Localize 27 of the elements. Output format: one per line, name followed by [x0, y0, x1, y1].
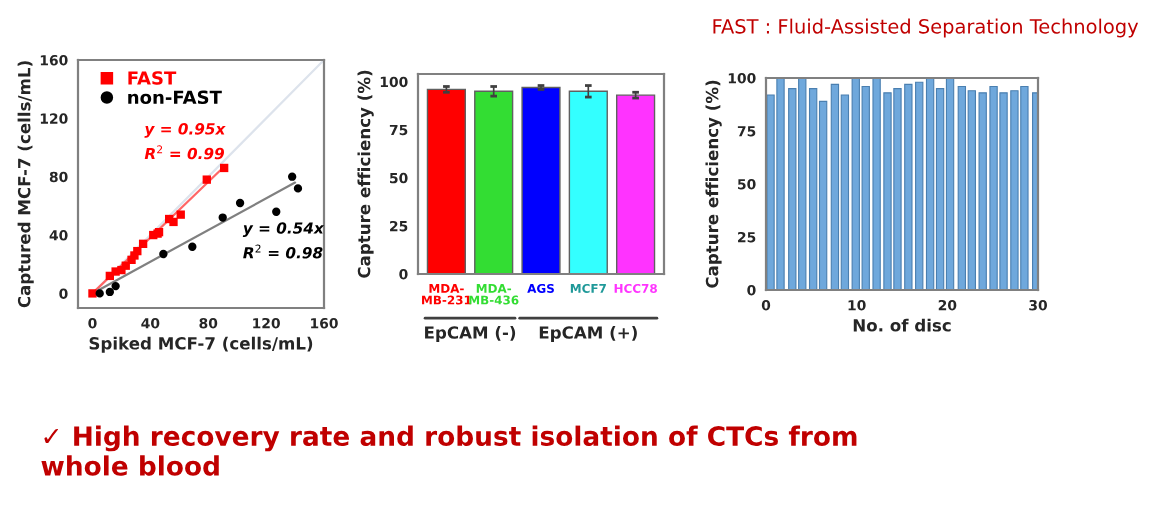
point	[219, 163, 229, 173]
text: EpCAM (+)	[539, 325, 637, 343]
point	[133, 246, 142, 256]
point	[138, 239, 148, 248]
point	[218, 213, 227, 222]
point	[288, 172, 297, 181]
text: ✓ High recovery rate and robust isolation of CTCs from whole blood	[41, 425, 857, 476]
text: FAST : Fluid-Assisted Separation Technology	[713, 18, 1139, 38]
point	[202, 175, 211, 184]
point	[111, 281, 120, 291]
x-axis-title: Spiked MCF-7 (cells/mL)	[89, 336, 313, 353]
point	[188, 242, 197, 251]
y-axis-title: Capture efficiency (%)	[705, 80, 722, 288]
point	[235, 198, 245, 208]
y-axis-title: Capture efficiency (%)	[357, 70, 374, 278]
point	[105, 287, 114, 297]
legend-label: non-FAST	[128, 90, 222, 105]
x-axis-title: No. of disc	[853, 318, 951, 332]
y-axis-title: Captured MCF-7 (cells/mL)	[17, 61, 34, 308]
point	[95, 289, 104, 298]
point	[159, 249, 168, 259]
point	[88, 289, 97, 298]
point	[293, 184, 303, 193]
point	[176, 210, 185, 219]
legend-label: FAST	[128, 71, 177, 85]
text: EpCAM (-)	[425, 325, 516, 343]
point	[272, 207, 281, 216]
